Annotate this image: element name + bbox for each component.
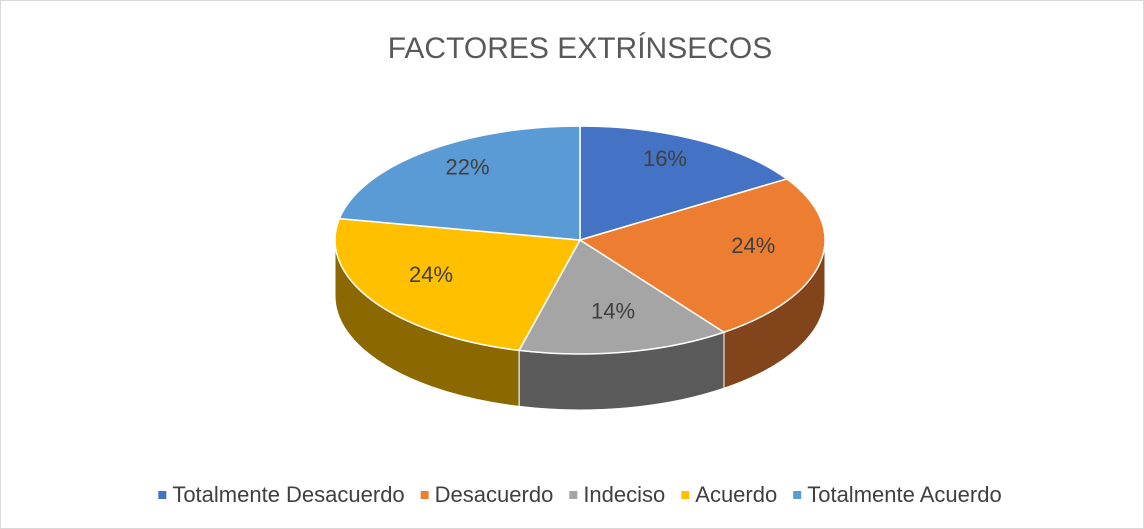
legend-swatch (158, 491, 167, 499)
data-label: 24% (731, 233, 775, 258)
data-label: 16% (643, 146, 687, 171)
legend-label: Totalmente Acuerdo (807, 482, 1001, 507)
legend-label: Desacuerdo (435, 482, 554, 507)
data-label: 24% (409, 262, 453, 287)
legend-swatch (681, 491, 690, 499)
legend-swatch (793, 491, 802, 499)
data-label: 22% (446, 155, 490, 180)
legend-swatch (420, 491, 429, 499)
slice (517, 238, 726, 355)
chart-title: FACTORES EXTRÍNSECOS (388, 32, 773, 65)
legend-label: Totalmente Desacuerdo (172, 482, 404, 507)
legend-label: Indeciso (583, 482, 665, 507)
slice (578, 178, 826, 334)
legend-swatch (569, 491, 578, 499)
data-label: 14% (591, 298, 635, 323)
legend-label: Acuerdo (695, 482, 777, 507)
slice (338, 125, 581, 241)
slice (579, 125, 789, 242)
slice (334, 217, 582, 352)
